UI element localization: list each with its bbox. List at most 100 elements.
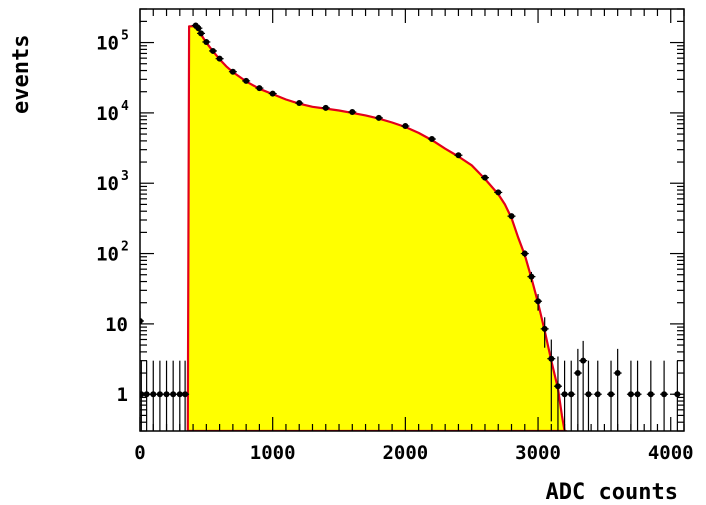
point-marker (349, 108, 356, 115)
y-tick-exponent: 3 (121, 169, 129, 184)
data-point (255, 85, 264, 92)
point-marker (229, 68, 236, 75)
point-marker (195, 25, 202, 32)
point-marker (269, 90, 276, 97)
point-marker (455, 152, 462, 159)
point-marker (661, 391, 668, 398)
x-tick-label: 1000 (250, 442, 296, 464)
x-tick-label: 4000 (648, 442, 694, 464)
point-marker (209, 47, 216, 54)
data-point (202, 38, 211, 45)
data-point (540, 317, 549, 348)
data-point (181, 360, 190, 431)
point-marker (541, 325, 548, 332)
point-marker (580, 357, 587, 364)
data-point (547, 339, 556, 422)
data-point (567, 360, 576, 431)
data-point (613, 348, 622, 431)
data-point (660, 360, 669, 431)
point-marker (634, 391, 641, 398)
y-tick-base: 1 (117, 384, 128, 406)
y-tick-base: 10 (96, 33, 119, 55)
data-point (534, 294, 543, 311)
point-marker (402, 123, 409, 130)
data-point (208, 47, 217, 54)
point-marker (495, 189, 502, 196)
y-tick-label: 10 (96, 244, 119, 266)
data-point (295, 100, 304, 107)
data-point (507, 213, 516, 220)
data-point (162, 360, 171, 431)
point-marker (428, 136, 435, 143)
point-marker (594, 391, 601, 398)
data-point (520, 250, 529, 258)
y-tick-base: 10 (96, 103, 119, 125)
data-point (427, 136, 436, 143)
point-marker (203, 38, 210, 45)
y-tick-label: 10 (96, 33, 119, 55)
point-marker (322, 104, 329, 111)
y-axis-title: events (9, 35, 34, 114)
y-tick-base: 10 (105, 314, 128, 336)
x-tick-label: 2000 (382, 442, 428, 464)
point-marker (548, 355, 555, 362)
point-marker (198, 30, 205, 37)
point-marker (296, 100, 303, 107)
x-tick-label: 0 (134, 442, 145, 464)
data-point (480, 174, 489, 181)
point-marker (568, 391, 575, 398)
point-marker (508, 213, 515, 220)
point-marker (554, 383, 561, 390)
point-marker (256, 85, 263, 92)
point-marker (521, 250, 528, 257)
data-point (560, 360, 569, 431)
data-point (197, 30, 206, 37)
point-marker (176, 391, 183, 398)
point-marker (481, 174, 488, 181)
data-point (494, 189, 503, 196)
data-point (242, 77, 251, 84)
y-tick-label: 10 (105, 314, 128, 336)
data-point (215, 55, 224, 62)
data-point (401, 123, 410, 130)
point-marker (156, 391, 163, 398)
y-tick-label: 10 (96, 173, 119, 195)
y-tick-base: 10 (96, 173, 119, 195)
y-tick-exponent: 5 (121, 29, 129, 44)
point-marker (170, 391, 177, 398)
y-tick-label: 1 (117, 384, 128, 406)
point-marker (375, 114, 382, 121)
point-marker (608, 391, 615, 398)
y-tick-label: 10 (96, 103, 119, 125)
data-point (348, 108, 357, 115)
data-point (175, 360, 184, 431)
data-point (228, 68, 237, 75)
point-marker (647, 391, 654, 398)
data-point (374, 114, 383, 121)
y-tick-exponent: 2 (121, 240, 129, 255)
point-marker (561, 391, 568, 398)
point-marker (163, 391, 170, 398)
point-marker (627, 391, 634, 398)
y-tick-exponent: 4 (121, 99, 129, 114)
x-axis-title: ADC counts (546, 480, 678, 505)
data-point (268, 90, 277, 97)
point-marker (182, 391, 189, 398)
data-point (527, 271, 536, 283)
data-point (579, 340, 588, 431)
data-point (454, 152, 463, 159)
data-point (155, 360, 164, 431)
point-marker (574, 370, 581, 377)
data-point (593, 360, 602, 431)
data-point (607, 360, 616, 431)
point-marker (216, 55, 223, 62)
data-point (584, 360, 593, 431)
point-marker (535, 298, 542, 305)
data-point (169, 360, 178, 431)
data-point (573, 348, 582, 431)
data-point (646, 360, 655, 431)
data-point (553, 356, 562, 431)
point-marker (243, 77, 250, 84)
point-marker (585, 391, 592, 398)
